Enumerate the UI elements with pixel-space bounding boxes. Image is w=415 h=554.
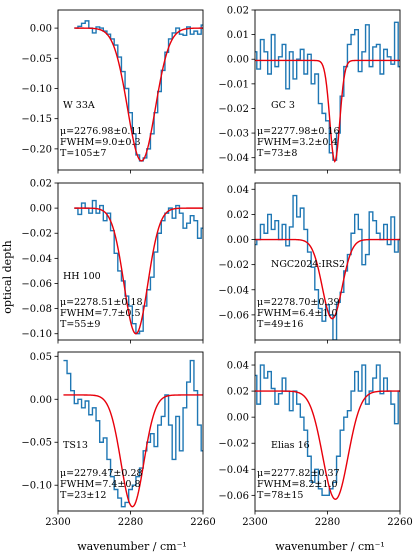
panel-1: 0.02 0.01 0.00 −0.01 −0.02 −0.03 −0.04 GC 3 μ=22… — [218, 6, 401, 174]
y-tick-label: −0.01 — [218, 79, 249, 90]
data-series-4 — [63, 359, 203, 508]
panel-frame — [57, 9, 204, 171]
fit-annotation-line: μ=2278.51±0.18 — [60, 297, 143, 308]
y-tick-label: −0.05 — [21, 54, 52, 65]
x-axis-title-right: wavenumber / cm⁻¹ — [275, 540, 385, 553]
fit-curve-5 — [255, 390, 400, 500]
fit-annotation-line: FWHM=8.2±1.0 — [257, 479, 338, 490]
y-tick-label: −0.10 — [21, 84, 52, 95]
panel-frame — [57, 351, 204, 512]
y-tick-label: −0.05 — [21, 438, 52, 449]
y-tick-label: −0.02 — [218, 439, 249, 450]
source-label: TS13 — [63, 440, 88, 451]
panels-grid: 0.00 −0.05 −0.10 −0.15 −0.20 W 33A μ=2276.98±0… — [21, 6, 412, 529]
y-tick-label: 0.02 — [227, 6, 249, 17]
fit-curve-3 — [255, 238, 400, 320]
fit-annotation-line: FWHM=9.0±0.3 — [60, 137, 141, 148]
fit-curve-0 — [74, 27, 203, 162]
x-tick-label: 2260 — [387, 517, 412, 528]
panel-4: 0.05 0.00 −0.05 −0.10 2300 2280 2260 TS13 μ=2279… — [21, 351, 216, 528]
y-tick-label: −0.04 — [218, 465, 249, 476]
x-tick-label: 2280 — [315, 517, 340, 528]
fit-curve-1 — [255, 59, 400, 163]
y-tick-label: −0.06 — [218, 310, 249, 321]
y-tick-label: 0.02 — [227, 387, 249, 398]
y-tick-label: −0.02 — [218, 104, 249, 115]
y-tick-label: −0.20 — [21, 144, 52, 155]
fit-annotation-line: T=78±15 — [257, 490, 303, 501]
source-label: GC 3 — [271, 100, 295, 111]
x-tick-label: 2280 — [118, 517, 143, 528]
fit-annotation-line: FWHM=7.4±0.8 — [60, 479, 141, 490]
x-tick-label: 2300 — [242, 517, 267, 528]
fit-annotation-line: μ=2277.98±0.16 — [257, 126, 340, 137]
y-tick-label: −0.02 — [21, 229, 52, 240]
data-series-3 — [255, 194, 400, 340]
y-tick-label: −0.06 — [218, 491, 249, 502]
y-tick-label: −0.15 — [21, 114, 52, 125]
y-tick-label: −0.04 — [218, 153, 249, 164]
y-tick-label: −0.10 — [21, 481, 52, 492]
data-series-5 — [255, 364, 400, 497]
y-tick-label: 0.00 — [227, 413, 249, 424]
y-tick-label: 0.04 — [227, 361, 249, 372]
fit-annotation-line: T=73±8 — [257, 148, 297, 159]
fit-curve-2 — [74, 207, 203, 335]
data-series-1 — [255, 21, 400, 161]
fit-annotation-line: T=55±9 — [60, 319, 100, 330]
panel-3: 0.04 0.02 0.00 −0.02 −0.04 −0.06 NGC2024:IRS2 μ… — [218, 182, 401, 344]
panel-frame — [254, 351, 401, 512]
fit-annotation-line: FWHM=7.7±0.5 — [60, 308, 141, 319]
panel-frame — [254, 182, 401, 341]
x-axis-title-left: wavenumber / cm⁻¹ — [77, 540, 187, 553]
panel-frame — [254, 9, 401, 171]
fit-annotation-line: μ=2279.47±0.28 — [60, 468, 143, 479]
y-tick-label: 0.01 — [227, 30, 249, 41]
fit-annotation-line: μ=2277.82±0.37 — [257, 468, 340, 479]
data-series-0 — [74, 20, 203, 162]
panel-0: 0.00 −0.05 −0.10 −0.15 −0.20 W 33A μ=2276.98±0… — [21, 9, 204, 174]
y-tick-label: −0.10 — [21, 329, 52, 340]
y-tick-label: −0.04 — [218, 285, 249, 296]
y-tick-label: 0.02 — [30, 179, 52, 190]
y-tick-label: −0.08 — [21, 304, 52, 315]
fit-annotation-line: FWHM=3.2±0.4 — [257, 137, 338, 148]
fit-annotation-line: T=49±16 — [257, 319, 303, 330]
source-label: Elias 16 — [271, 440, 310, 451]
y-tick-label: 0.04 — [227, 185, 249, 196]
y-tick-label: −0.03 — [218, 129, 249, 140]
x-tick-label: 2260 — [190, 517, 215, 528]
y-tick-label: 0.00 — [30, 204, 52, 215]
source-label: W 33A — [63, 100, 95, 111]
fit-curve-4 — [63, 394, 203, 508]
y-axis-title: optical depth — [1, 240, 14, 313]
y-tick-label: 0.05 — [30, 352, 52, 363]
y-tick-label: −0.06 — [21, 279, 52, 290]
x-tick-label: 2300 — [45, 517, 70, 528]
panel-frame — [57, 182, 204, 341]
y-tick-label: 0.00 — [30, 395, 52, 406]
source-label: NGC2024:IRS2 — [271, 259, 345, 270]
fit-annotation-line: μ=2278.70±0.39 — [257, 297, 340, 308]
y-tick-label: 0.00 — [227, 55, 249, 66]
panel-5: 0.04 0.02 0.00 −0.02 −0.04 −0.06 2300 2280 2260 E… — [218, 351, 413, 528]
y-tick-label: 0.00 — [227, 235, 249, 246]
source-label: HH 100 — [63, 271, 101, 282]
fit-annotation-line: T=105±7 — [60, 148, 106, 159]
fit-annotation-line: μ=2276.98±0.11 — [60, 126, 143, 137]
panel-2: 0.02 0.00 −0.02 −0.04 −0.06 −0.08 −0.10 HH 100 μ… — [21, 179, 204, 344]
data-series-2 — [74, 199, 203, 335]
fit-annotation-line: T=23±12 — [60, 490, 106, 501]
y-tick-label: −0.02 — [218, 260, 249, 271]
y-tick-label: −0.04 — [21, 254, 52, 265]
y-tick-label: 0.02 — [227, 210, 249, 221]
fit-annotation-line: FWHM=6.4±1.0 — [257, 308, 338, 319]
y-tick-label: 0.00 — [30, 24, 52, 35]
